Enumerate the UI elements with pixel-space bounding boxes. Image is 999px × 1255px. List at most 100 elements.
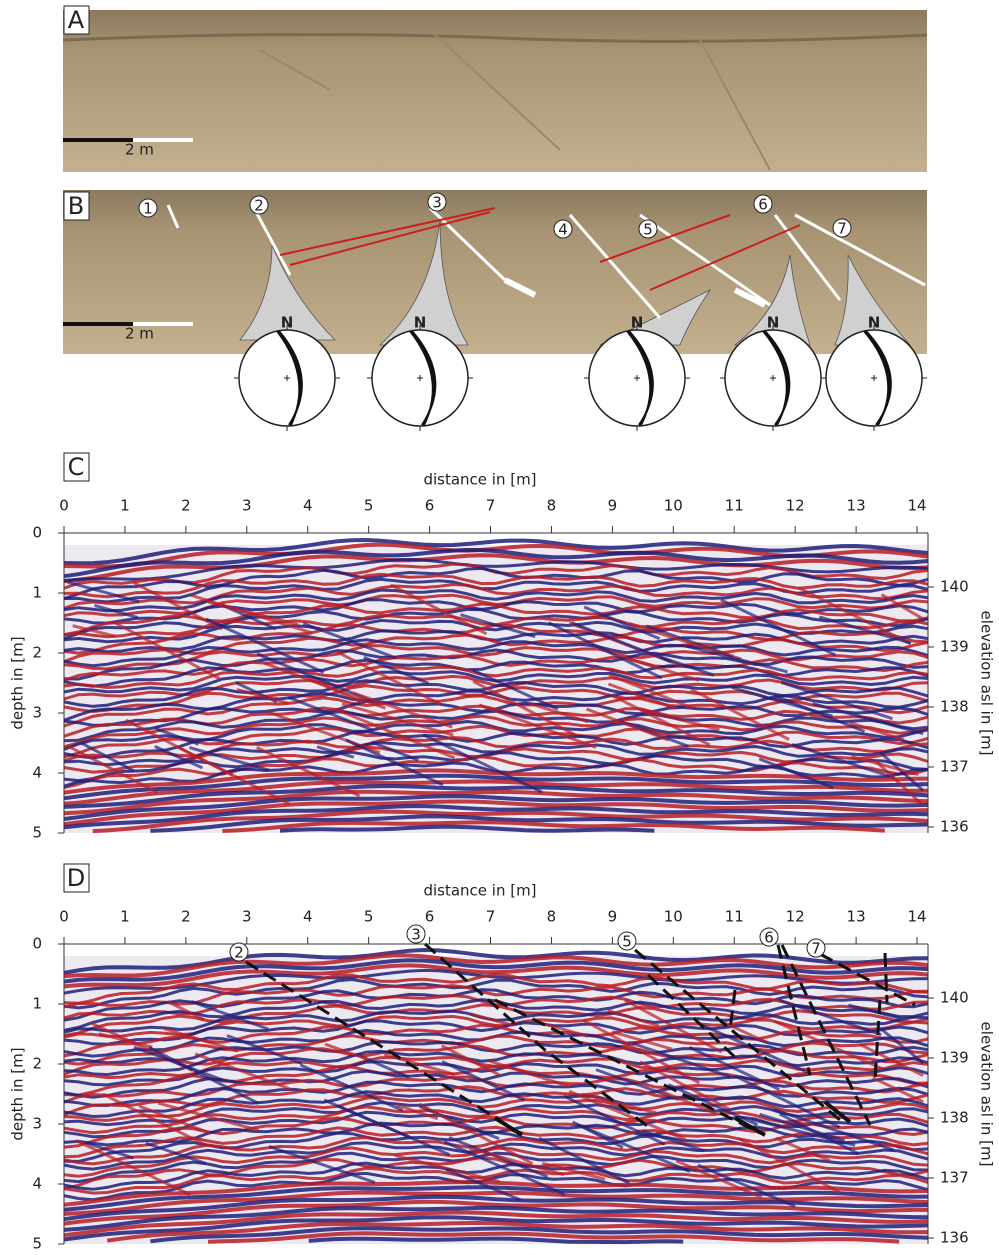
dipping-reflector: [148, 1046, 260, 1105]
slip-arrow: [823, 1100, 852, 1124]
dipping-reflector: [797, 586, 912, 646]
reflector: [63, 1179, 929, 1207]
reflector: [63, 553, 929, 584]
dipping-reflector: [658, 1089, 717, 1115]
fault-badge: [406, 924, 426, 944]
panel-label-box: [63, 191, 90, 221]
reflector: [63, 1090, 929, 1119]
dipping-reflector: [568, 1089, 687, 1141]
dipping-reflector: [880, 1027, 925, 1065]
dipping-reflector: [352, 691, 453, 729]
panel-label: A: [68, 6, 85, 34]
stereonet-cross: [634, 375, 640, 381]
reflector: [63, 1080, 929, 1108]
fault-badge: [759, 927, 779, 947]
slip-arrow: [493, 1116, 524, 1137]
dipping-reflector: [460, 613, 536, 639]
dipping-reflector: [335, 708, 456, 760]
stereonet-links: [239, 219, 911, 346]
x-tick-label: 2: [181, 908, 191, 926]
dipping-reflector: [72, 624, 117, 638]
x-tick-label: 6: [425, 908, 435, 926]
fault-number: 7: [837, 220, 847, 238]
dipping-reflector: [547, 621, 663, 680]
slip-arrow: [734, 1116, 766, 1137]
y-tick-label: 2: [32, 1055, 42, 1073]
dipping-reflector: [595, 1068, 680, 1101]
fault-badge: [806, 938, 826, 958]
panel-label-box: [63, 452, 90, 482]
dipping-reflector: [468, 1146, 565, 1177]
scale-bar: [133, 138, 193, 142]
fault-number: 7: [811, 940, 821, 958]
dipping-reflector: [67, 580, 140, 604]
dipping-reflector: [102, 1092, 207, 1147]
y2-tick-label: 136: [940, 818, 969, 836]
dipping-reflector: [418, 1102, 534, 1165]
fault-badge: [638, 219, 658, 239]
fault-trace: [776, 944, 812, 1076]
fault-trace: [245, 960, 521, 1135]
fault-badge: [553, 219, 573, 239]
reflector: [150, 814, 929, 833]
dipping-reflector: [268, 1144, 376, 1184]
x-tick-label: 4: [303, 497, 313, 515]
dipping-reflector: [80, 741, 135, 773]
dipping-reflector: [778, 998, 882, 1037]
fault-number: 3: [432, 194, 442, 212]
dipping-reflector: [608, 673, 695, 710]
dipping-reflector: [445, 1167, 522, 1202]
dipping-reflector: [133, 1045, 224, 1082]
fault-trace: [728, 989, 737, 1031]
dipping-reflector: [660, 655, 715, 677]
dipping-reflector: [812, 702, 924, 736]
dipping-reflector: [667, 1083, 758, 1127]
dipping-reflector: [607, 682, 676, 710]
reflector: [63, 1044, 929, 1076]
x-tick-label: 9: [608, 908, 618, 926]
dipping-reflector: [850, 755, 919, 777]
x-tick-label: 7: [486, 908, 496, 926]
x-tick-label: 13: [847, 908, 866, 926]
great-circle: [865, 330, 892, 426]
reflector: [63, 794, 929, 821]
x-tick-label: 9: [608, 497, 618, 515]
fault-badge: [229, 942, 249, 962]
reflector: [63, 566, 929, 601]
x-tick-label: 2: [181, 497, 191, 515]
x-axis-title: distance in [m]: [423, 882, 536, 900]
dipping-reflector: [571, 1120, 624, 1149]
dipping-reflector: [640, 708, 720, 732]
north-label: N: [631, 314, 644, 332]
great-circle: [764, 330, 791, 426]
x-tick-label: 6: [425, 497, 435, 515]
dipping-reflector: [581, 1092, 657, 1115]
y2-tick-label: 136: [940, 1229, 969, 1247]
dipping-reflector: [125, 718, 234, 777]
dipping-reflector: [316, 745, 355, 759]
dipping-reflector: [675, 1159, 763, 1199]
fault-badge: [427, 192, 447, 212]
panel-label-box: [63, 5, 90, 35]
reflector: [106, 1221, 929, 1243]
y2-tick-label: 139: [940, 1049, 969, 1067]
reflector: [150, 1226, 929, 1244]
fault-number: 2: [254, 197, 264, 215]
x-tick-label: 11: [725, 908, 744, 926]
reflector: [63, 804, 929, 830]
y-tick-label: 1: [32, 584, 42, 602]
dipping-reflector: [443, 1140, 566, 1196]
dipping-reflector: [287, 695, 373, 732]
dipping-reflector: [154, 727, 200, 746]
dipping-reflector: [791, 742, 895, 780]
dipping-reflector: [157, 1101, 260, 1132]
reflector: [63, 547, 929, 579]
reflector: [63, 768, 929, 795]
dipping-reflector: [98, 1032, 153, 1049]
x-tick-label: 10: [664, 497, 683, 515]
y-tick-label: 5: [32, 1235, 42, 1253]
y-axis-title: depth in [m]: [9, 1047, 27, 1140]
x-tick-label: 11: [725, 497, 744, 515]
y2-tick-label: 137: [940, 1169, 969, 1187]
